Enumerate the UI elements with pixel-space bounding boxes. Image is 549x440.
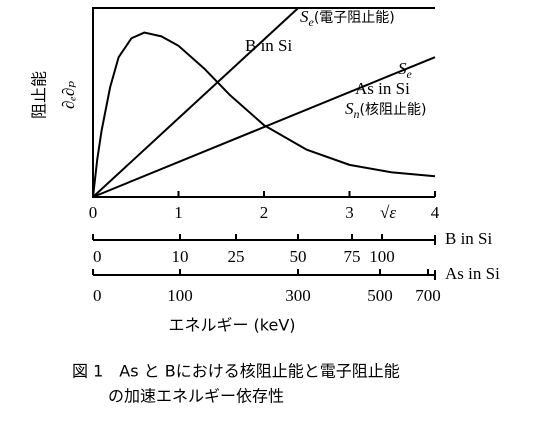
- energy-tick-label: 0: [93, 286, 102, 305]
- energy-tick-label: 50: [290, 247, 307, 266]
- energy-tick-label: 75: [344, 247, 361, 266]
- x-axis-label: √ε: [380, 203, 396, 222]
- x-tick-label: 1: [174, 203, 183, 222]
- y-axis-symbol: ∂ₑ∂ₚ: [59, 81, 78, 109]
- energy-tick-label: 0: [93, 247, 102, 266]
- caption-line: 図 1 As と Bにおける核阻止能と電子阻止能: [72, 362, 400, 381]
- energy-tick-label: 300: [285, 286, 311, 305]
- series-line: [92, 56, 436, 198]
- symbol: S: [345, 99, 354, 118]
- series-annotation: Sn(核阻止能): [345, 99, 426, 121]
- symbol: S: [300, 7, 309, 26]
- energy-label: エネルギー (keV): [168, 316, 295, 335]
- subscript: e: [309, 15, 315, 29]
- subscript: n: [354, 107, 360, 121]
- energy-tick-label: 25: [228, 247, 245, 266]
- x-tick-label: 3: [345, 203, 354, 222]
- x-tick-label: 4: [431, 203, 440, 222]
- series-line: [92, 31, 436, 198]
- energy-tick-label: 500: [367, 286, 393, 305]
- energy-axis-name: As in Si: [445, 264, 500, 283]
- series-name: As in Si: [355, 79, 410, 98]
- series-line: [92, 7, 299, 198]
- energy-tick-label: 700: [415, 286, 441, 305]
- energy-tick-label: 10: [172, 247, 189, 266]
- energy-tick-label: 100: [369, 247, 395, 266]
- energy-axis-name: B in Si: [445, 229, 493, 248]
- note: (核阻止能): [360, 102, 427, 118]
- series-annotation: Se(電子阻止能): [300, 7, 395, 29]
- x-tick-label: 0: [89, 203, 98, 222]
- x-tick-label: 2: [260, 203, 269, 222]
- note: (電子阻止能): [314, 10, 395, 26]
- caption-line: の加速エネルギー依存性: [108, 387, 284, 406]
- subscript: e: [407, 67, 413, 81]
- symbol: S: [398, 59, 407, 78]
- series-annotation: Se: [398, 59, 413, 81]
- energy-tick-label: 100: [167, 286, 193, 305]
- y-axis-label: 阻止能: [30, 71, 49, 119]
- series-name: B in Si: [245, 36, 293, 55]
